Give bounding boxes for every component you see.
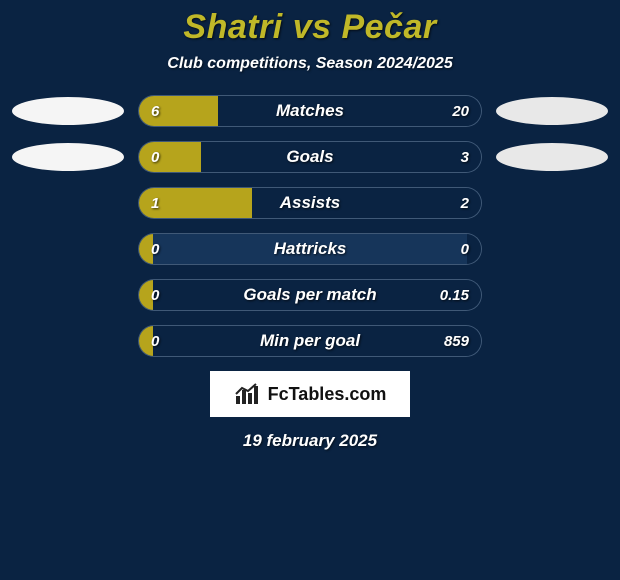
- team-badge-right: [496, 281, 608, 309]
- stat-bar: 00Hattricks: [138, 233, 482, 265]
- stat-row: 12Assists: [0, 187, 620, 219]
- team-badge-left: [12, 235, 124, 263]
- team-badge-left: [12, 97, 124, 125]
- comparison-card: Shatri vs Pečar Club competitions, Seaso…: [0, 0, 620, 580]
- stat-label: Min per goal: [139, 326, 481, 356]
- stat-bar: 12Assists: [138, 187, 482, 219]
- logo-box: FcTables.com: [210, 371, 410, 417]
- team-badge-left: [12, 189, 124, 217]
- bar-chart-icon: [234, 382, 262, 406]
- page-title: Shatri vs Pečar: [0, 8, 620, 47]
- stat-label: Matches: [139, 96, 481, 126]
- stat-rows: 620Matches 03Goals 12Assists 00Hattricks 00.…: [0, 95, 620, 357]
- stat-bar: 620Matches: [138, 95, 482, 127]
- team-badge-right: [496, 327, 608, 355]
- team-badge-left: [12, 327, 124, 355]
- team-badge-right: [496, 189, 608, 217]
- page-subtitle: Club competitions, Season 2024/2025: [0, 55, 620, 73]
- team-badge-right: [496, 235, 608, 263]
- stat-label: Goals: [139, 142, 481, 172]
- stat-row: 620Matches: [0, 95, 620, 127]
- date-text: 19 february 2025: [0, 431, 620, 451]
- team-badge-right: [496, 97, 608, 125]
- stat-row: 0859Min per goal: [0, 325, 620, 357]
- team-badge-left: [12, 143, 124, 171]
- stat-row: 03Goals: [0, 141, 620, 173]
- stat-bar: 0859Min per goal: [138, 325, 482, 357]
- stat-bar: 03Goals: [138, 141, 482, 173]
- stat-row: 00Hattricks: [0, 233, 620, 265]
- team-badge-left: [12, 281, 124, 309]
- stat-label: Assists: [139, 188, 481, 218]
- stat-bar: 00.15Goals per match: [138, 279, 482, 311]
- stat-row: 00.15Goals per match: [0, 279, 620, 311]
- stat-label: Hattricks: [139, 234, 481, 264]
- stat-label: Goals per match: [139, 280, 481, 310]
- logo-text: FcTables.com: [268, 384, 387, 405]
- team-badge-right: [496, 143, 608, 171]
